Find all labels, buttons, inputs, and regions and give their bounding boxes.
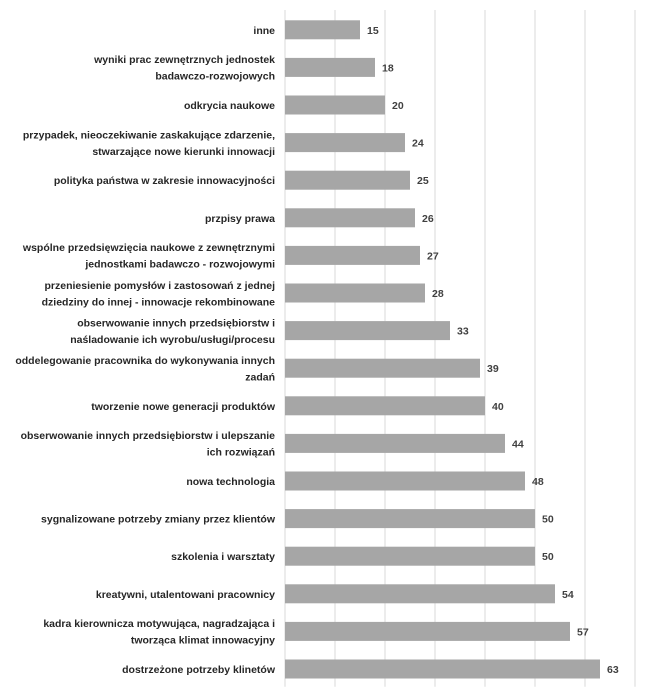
bar-1 bbox=[285, 20, 360, 40]
category-label-12: obserwowanie innych przedsiębiorstw i ul… bbox=[21, 430, 276, 459]
category-label-9: obserwowanie innych przedsiębiorstw i naś… bbox=[70, 317, 275, 346]
value-label-12: 44 bbox=[512, 438, 524, 450]
category-label-5: polityka państwa w zakresie innowacyjnoś… bbox=[54, 175, 275, 187]
value-label-10: 39 bbox=[487, 363, 499, 375]
bar-14 bbox=[285, 509, 535, 529]
value-label-16: 54 bbox=[562, 589, 574, 601]
category-label-10: oddelegowanie pracownika do wykonywania … bbox=[15, 355, 275, 384]
category-label-13: nowa technologia bbox=[186, 476, 275, 488]
value-labels: 15 18 20 24 25 26 27 28 33 39 40 44 48 50 50 54 57 63 bbox=[367, 25, 619, 676]
bar-7 bbox=[285, 245, 420, 265]
value-label-5: 25 bbox=[417, 175, 429, 187]
gridlines bbox=[284, 10, 636, 687]
bar-4 bbox=[285, 133, 405, 153]
category-label-17: kadra kierownicza motywująca, nagradzają… bbox=[43, 618, 275, 647]
value-label-2: 18 bbox=[382, 62, 394, 74]
category-label-3: odkrycia naukowe bbox=[184, 100, 275, 112]
bar-2 bbox=[285, 57, 375, 77]
value-label-11: 40 bbox=[492, 401, 504, 413]
bar-3 bbox=[285, 95, 385, 115]
category-label-2: wyniki prac zewnętrznych jednostek badawc… bbox=[93, 54, 275, 83]
bar-6 bbox=[285, 208, 415, 228]
category-label-11: tworzenie nowe generacji produktów bbox=[91, 401, 276, 413]
value-label-15: 50 bbox=[542, 551, 554, 563]
bar-18 bbox=[285, 659, 600, 679]
bar-17 bbox=[285, 621, 570, 641]
bar-12 bbox=[285, 433, 505, 453]
category-label-16: kreatywni, utalentowani pracownicy bbox=[96, 589, 275, 601]
bar-9 bbox=[285, 321, 450, 341]
bar-11 bbox=[285, 396, 485, 416]
category-label-14: sygnalizowane potrzeby zmiany przez klie… bbox=[41, 514, 276, 526]
value-label-3: 20 bbox=[392, 100, 404, 112]
category-label-8: przeniesienie pomysłów i zastosowań z je… bbox=[42, 280, 276, 309]
value-label-13: 48 bbox=[532, 476, 544, 488]
bar-10 bbox=[285, 358, 480, 378]
bar-13 bbox=[285, 471, 525, 491]
bar-15 bbox=[285, 546, 535, 566]
category-label-1: inne bbox=[253, 25, 275, 37]
category-label-15: szkolenia i warsztaty bbox=[171, 551, 275, 563]
bar-5 bbox=[285, 170, 410, 190]
category-label-6: przpisy prawa bbox=[205, 213, 275, 225]
bar-16 bbox=[285, 584, 555, 604]
value-label-7: 27 bbox=[427, 250, 439, 262]
category-label-7: wspólne przedsięwzięcia naukowe z zewnęt… bbox=[22, 242, 275, 271]
value-label-14: 50 bbox=[542, 514, 554, 526]
category-label-18: dostrzeżone potrzeby klinetów bbox=[122, 664, 276, 676]
value-label-4: 24 bbox=[412, 138, 424, 150]
value-label-9: 33 bbox=[457, 326, 469, 338]
value-label-6: 26 bbox=[422, 213, 434, 225]
value-label-8: 28 bbox=[432, 288, 444, 300]
bar-8 bbox=[285, 283, 425, 303]
value-label-17: 57 bbox=[577, 626, 589, 638]
value-label-18: 63 bbox=[607, 664, 619, 676]
category-label-4: przypadek, nieoczekiwanie zaskakujące zd… bbox=[23, 129, 275, 158]
value-label-1: 15 bbox=[367, 25, 379, 37]
category-labels: inne wyniki prac zewnętrznych jednostek ba… bbox=[15, 25, 275, 676]
bars bbox=[285, 20, 600, 679]
